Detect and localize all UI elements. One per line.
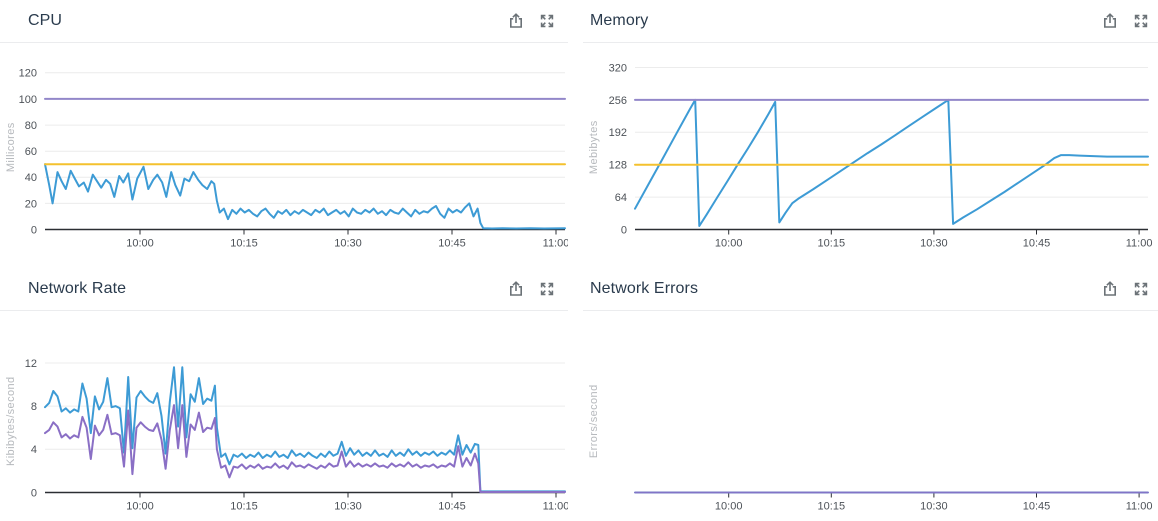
y-tick-label: 120 [19, 68, 37, 80]
export-button[interactable] [505, 10, 527, 32]
memory-chart-card: Memory 0 64 128 192 256 320 10:00 10:15 10:30 10:… [583, 0, 1158, 262]
export-button[interactable] [1099, 278, 1121, 300]
network-rate-chart: 0 4 8 12 10:00 10:15 10:30 10:45 11:00 Kibibytes/… [5, 358, 568, 513]
x-tick-label: 10:15 [818, 238, 846, 250]
y-tick-label: 8 [31, 401, 37, 413]
y-tick-label: 128 [609, 160, 627, 172]
expand-button[interactable] [1130, 10, 1152, 32]
x-tick-label: 10:30 [334, 238, 362, 250]
chart-title: Memory [590, 12, 649, 29]
card-actions [505, 278, 558, 300]
export-icon [510, 281, 522, 296]
series-in-line [44, 366, 566, 493]
series-out-line [44, 404, 566, 493]
header-divider [0, 42, 568, 43]
header-divider [583, 42, 1158, 43]
x-tick-label: 11:00 [1126, 238, 1153, 250]
x-tick-label: 10:00 [715, 238, 743, 250]
expand-arrows-icon [1134, 14, 1148, 28]
x-tick-label: 10:15 [230, 238, 258, 250]
cpu-chart: 0 20 40 60 80 100 120 10:00 10:15 10:30 10:45 11:00… [5, 68, 568, 250]
x-tick-label: 10:45 [438, 501, 466, 513]
series-usage-line [634, 98, 1149, 227]
x-tick-label: 10:30 [920, 501, 948, 513]
y-tick-label: 0 [31, 224, 37, 236]
x-tick-label: 10:15 [230, 501, 258, 513]
network-rate-chart-card: Network Rate 0 4 8 12 10:00 10:15 10:30 10:45 11… [0, 268, 568, 521]
export-icon [1104, 13, 1116, 28]
y-tick-label: 256 [609, 95, 627, 107]
y-axis-title: Millicores [5, 122, 17, 172]
y-tick-label: 80 [25, 120, 37, 132]
y-tick-label: 192 [609, 127, 627, 139]
expand-arrows-icon [540, 282, 554, 296]
expand-arrows-icon [540, 14, 554, 28]
memory-chart: 0 64 128 192 256 320 10:00 10:15 10:30 10:45 11:00… [588, 62, 1153, 250]
chart-title: Network Errors [590, 280, 699, 297]
y-tick-label: 60 [25, 146, 37, 158]
x-tick-label: 10:30 [920, 238, 948, 250]
x-tick-label: 11:00 [543, 501, 568, 513]
export-icon [510, 13, 522, 28]
y-tick-label: 320 [609, 62, 627, 74]
network-errors-chart: 10:00 10:15 10:30 10:45 11:00 Errors/second [588, 384, 1153, 513]
y-tick-label: 40 [25, 172, 37, 184]
chart-title: CPU [28, 12, 63, 29]
x-tick-label: 10:45 [438, 238, 466, 250]
card-header: CPU [0, 0, 568, 42]
card-header: Network Errors [583, 268, 1158, 310]
x-tick-label: 10:15 [818, 501, 846, 513]
card-header: Network Rate [0, 268, 568, 310]
export-button[interactable] [1099, 10, 1121, 32]
x-tick-label: 10:45 [1023, 501, 1051, 513]
x-tick-label: 10:30 [334, 501, 362, 513]
y-tick-label: 12 [25, 358, 37, 370]
x-tick-label: 10:00 [715, 501, 743, 513]
y-tick-label: 0 [31, 487, 37, 499]
x-tick-label: 11:00 [543, 238, 568, 250]
expand-button[interactable] [536, 10, 558, 32]
x-tick-label: 10:00 [126, 501, 154, 513]
x-tick-label: 10:00 [126, 238, 154, 250]
cpu-chart-card: CPU 0 20 40 60 80 100 120 10:00 10:15 10:30 10:45 1… [0, 0, 568, 262]
export-icon [1104, 281, 1116, 296]
x-tick-label: 10:45 [1023, 238, 1051, 250]
y-axis-title: Errors/second [588, 384, 600, 458]
card-actions [505, 10, 558, 32]
expand-arrows-icon [1134, 282, 1148, 296]
y-tick-label: 64 [615, 192, 627, 204]
chart-title: Network Rate [28, 280, 127, 297]
card-header: Memory [583, 0, 1158, 42]
y-axis-title: Kibibytes/second [5, 376, 17, 466]
y-axis-title: Mebibytes [588, 120, 600, 174]
network-errors-chart-card: Network Errors 10:00 10:15 10:30 10:45 11:00… [583, 268, 1158, 521]
card-actions [1099, 278, 1152, 300]
y-tick-label: 100 [19, 94, 37, 106]
series-usage-line [44, 163, 566, 230]
expand-button[interactable] [536, 278, 558, 300]
y-tick-label: 4 [31, 444, 37, 456]
y-tick-label: 20 [25, 198, 37, 210]
export-button[interactable] [505, 278, 527, 300]
y-tick-label: 0 [621, 224, 627, 236]
header-divider [0, 310, 568, 311]
expand-button[interactable] [1130, 278, 1152, 300]
card-actions [1099, 10, 1152, 32]
header-divider [583, 310, 1158, 311]
x-tick-label: 11:00 [1126, 501, 1153, 513]
